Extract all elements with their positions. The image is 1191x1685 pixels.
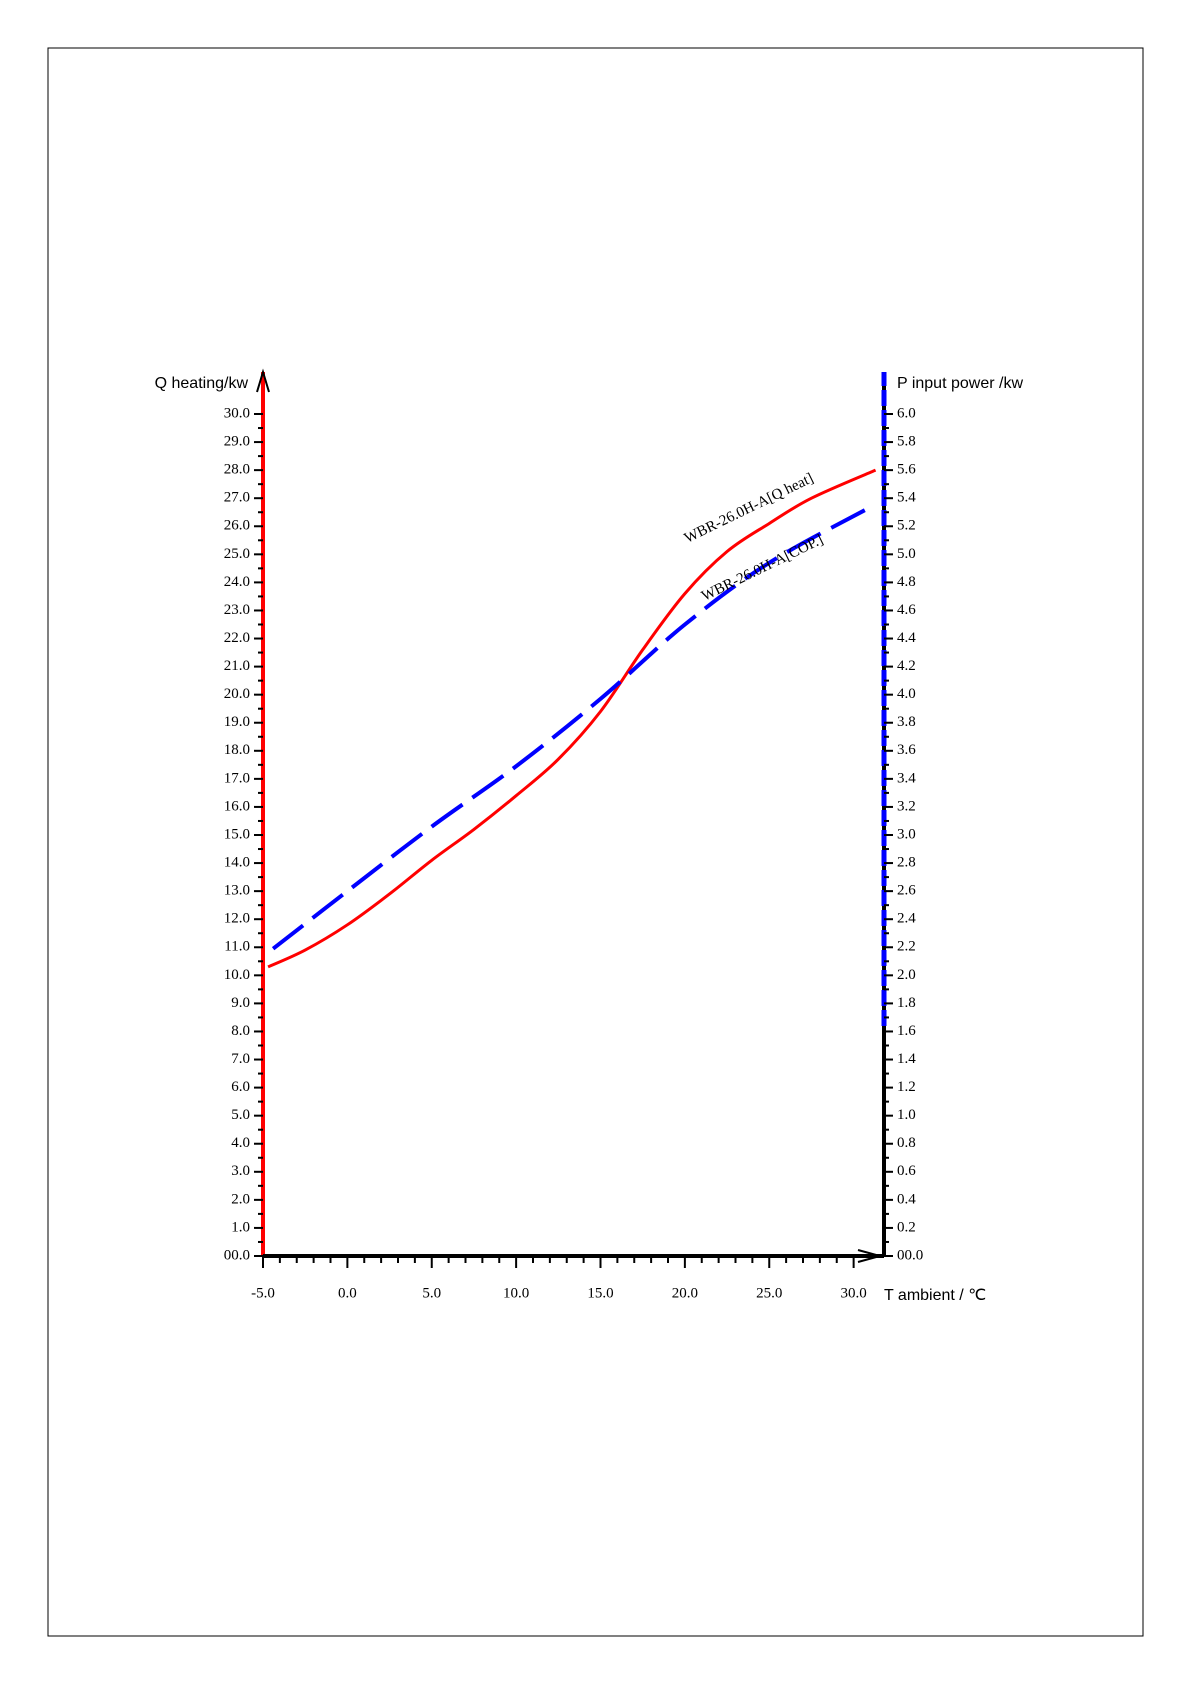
y2-tick-label: 4.2 (897, 658, 916, 674)
y-axis-arrow (256, 368, 270, 393)
y-tick-label: 10.0 (224, 967, 250, 983)
y2-tick-label: 5.0 (897, 546, 916, 562)
page-border (47, 47, 1144, 1637)
y2-tick-label: 2.2 (897, 939, 916, 955)
y-tick-label: 19.0 (224, 714, 250, 730)
y2-tick-label: 4.4 (897, 630, 916, 646)
y-tick-label: 1.0 (231, 1219, 250, 1235)
y2-tick-label: 1.4 (897, 1051, 916, 1067)
y2-tick-label: 1.2 (897, 1079, 916, 1095)
y-tick-label: 25.0 (224, 546, 250, 562)
x-tick-label: 10.0 (503, 1285, 529, 1301)
y2-tick-label: 5.4 (897, 490, 916, 506)
y2-tick-label: 3.2 (897, 798, 916, 814)
x-tick-label: 15.0 (587, 1285, 613, 1301)
y2-tick-label: 1.6 (897, 1023, 916, 1039)
y2-axis-title: P input power /kw (897, 375, 1023, 392)
y2-tick-label: 3.6 (897, 742, 916, 758)
y-tick-label: 3.0 (231, 1163, 250, 1179)
y-tick-label: 22.0 (224, 630, 250, 646)
y-tick-label: 26.0 (224, 518, 250, 534)
y2-tick-label: 4.8 (897, 574, 916, 590)
y-axis-title: Q heating/kw (155, 375, 249, 392)
y-tick-label: 14.0 (224, 855, 250, 871)
y2-tick-label: 3.0 (897, 826, 916, 842)
y-tick-label: 12.0 (224, 911, 250, 927)
x-tick-label: 25.0 (756, 1285, 782, 1301)
series-line (267, 468, 877, 969)
y-tick-label: 6.0 (231, 1079, 250, 1095)
y2-tick-label: 1.8 (897, 995, 916, 1011)
y-tick-label: 9.0 (231, 995, 250, 1011)
y-tick-label: 4.0 (231, 1135, 250, 1151)
x-tick-label: 30.0 (841, 1285, 867, 1301)
y2-tick-label: 0.8 (897, 1135, 916, 1151)
y2-tick-label: 1.0 (897, 1107, 916, 1123)
y2-tick-label: 0.2 (897, 1219, 916, 1235)
y-tick-label: 29.0 (224, 434, 250, 450)
y-tick-label: 28.0 (224, 462, 250, 478)
y2-tick-label: 6.0 (897, 405, 916, 421)
y-tick-label: 21.0 (224, 658, 250, 674)
x-axis-arrow (857, 1249, 884, 1263)
y-tick-label: 18.0 (224, 742, 250, 758)
y-tick-label: 00.0 (224, 1247, 250, 1263)
y-tick-label: 5.0 (231, 1107, 250, 1123)
y-tick-label: 2.0 (231, 1191, 250, 1207)
y-tick-label: 15.0 (224, 826, 250, 842)
y2-tick-label: 2.4 (897, 911, 916, 927)
y-tick-label: 16.0 (224, 798, 250, 814)
y-tick-label: 30.0 (224, 405, 250, 421)
x-tick-label: 20.0 (672, 1285, 698, 1301)
y2-tick-label: 5.6 (897, 462, 916, 478)
x-tick-label: 0.0 (338, 1285, 357, 1301)
y-tick-label: 27.0 (224, 490, 250, 506)
y2-tick-label: 4.0 (897, 686, 916, 702)
x-tick-label: 5.0 (422, 1285, 441, 1301)
y2-tick-label: 2.0 (897, 967, 916, 983)
y2-tick-label: 2.8 (897, 855, 916, 871)
y-tick-label: 20.0 (224, 686, 250, 702)
y2-tick-label: 3.4 (897, 770, 916, 786)
y-tick-label: 13.0 (224, 883, 250, 899)
y2-tick-label: 0.4 (897, 1191, 916, 1207)
y-tick-label: 23.0 (224, 602, 250, 618)
y-tick-label: 17.0 (224, 770, 250, 786)
x-tick-label: -5.0 (251, 1285, 275, 1301)
y-tick-label: 7.0 (231, 1051, 250, 1067)
y2-tick-label: 5.2 (897, 518, 916, 534)
y-tick-label: 11.0 (224, 939, 250, 955)
x-axis-title: T ambient / ℃ (884, 1287, 986, 1304)
y-tick-label: 8.0 (231, 1023, 250, 1039)
y2-tick-label: 5.8 (897, 434, 916, 450)
y2-tick-label: 2.6 (897, 883, 916, 899)
y2-tick-label: 3.8 (897, 714, 916, 730)
series-label: WBR-26.0H-A[COP.] (699, 532, 826, 605)
y2-tick-label: 0.6 (897, 1163, 916, 1179)
y2-tick-label: 4.6 (897, 602, 916, 618)
y-tick-label: 24.0 (224, 574, 250, 590)
y2-tick-label: 00.0 (897, 1247, 923, 1263)
series-line (271, 506, 870, 951)
